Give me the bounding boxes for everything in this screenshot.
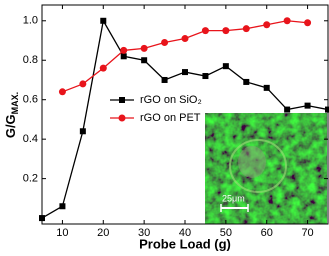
data-point [222, 63, 229, 70]
y-axis-title-sub: MAX. [10, 92, 20, 115]
legend-marker [119, 97, 125, 103]
y-tick-label: 0.6 [23, 94, 38, 106]
data-point [59, 203, 66, 210]
data-point [242, 25, 250, 33]
data-point [181, 35, 189, 43]
data-point [140, 44, 148, 52]
y-tick-label: 0.4 [23, 133, 38, 145]
data-point [283, 17, 291, 25]
y-tick-label: 0.8 [23, 54, 38, 66]
inset-texture [205, 113, 327, 224]
series [39, 17, 329, 222]
data-point [202, 73, 209, 80]
y-tick-label: 0.2 [23, 173, 38, 185]
data-point [263, 84, 270, 91]
data-point [182, 69, 188, 76]
data-point [79, 80, 87, 88]
data-point [100, 17, 107, 24]
data-point [120, 53, 127, 60]
data-point [39, 215, 45, 222]
inset-spot [238, 146, 266, 178]
data-point [141, 57, 148, 64]
inset-ring [229, 139, 287, 193]
data-point [222, 27, 230, 35]
y-tick-label: 1.0 [23, 15, 38, 27]
x-tick-label: 30 [138, 227, 150, 239]
data-point [79, 128, 86, 135]
x-axis-title: Probe Load (g) [139, 236, 231, 251]
inset-image: 25μm [205, 113, 327, 224]
x-tick-label: 10 [56, 227, 68, 239]
scale-label: 25μm [222, 193, 245, 203]
data-point [284, 106, 291, 113]
y-axis-title-main: G/G [3, 114, 18, 138]
data-point [161, 76, 168, 83]
x-tick-label: 60 [261, 227, 273, 239]
data-point [243, 78, 250, 85]
x-tick-label: 50 [220, 227, 232, 239]
data-point [263, 21, 271, 29]
x-tick-label: 20 [97, 227, 109, 239]
legend-label: rGO on PET [140, 112, 201, 124]
data-point [304, 19, 312, 27]
legend-marker [118, 114, 126, 122]
x-tick-label: 40 [179, 227, 191, 239]
data-point [201, 27, 209, 35]
series-line [62, 20, 308, 93]
legend-label: rGO on SiO₂ [140, 94, 202, 106]
series [58, 17, 312, 96]
data-point [304, 102, 311, 109]
data-point [120, 46, 128, 54]
data-point [161, 38, 169, 46]
data-point [99, 64, 107, 72]
y-axis-title: G/GMAX. [3, 92, 20, 138]
data-point [58, 88, 66, 96]
x-tick-label: 70 [301, 227, 313, 239]
data-point [325, 106, 329, 113]
